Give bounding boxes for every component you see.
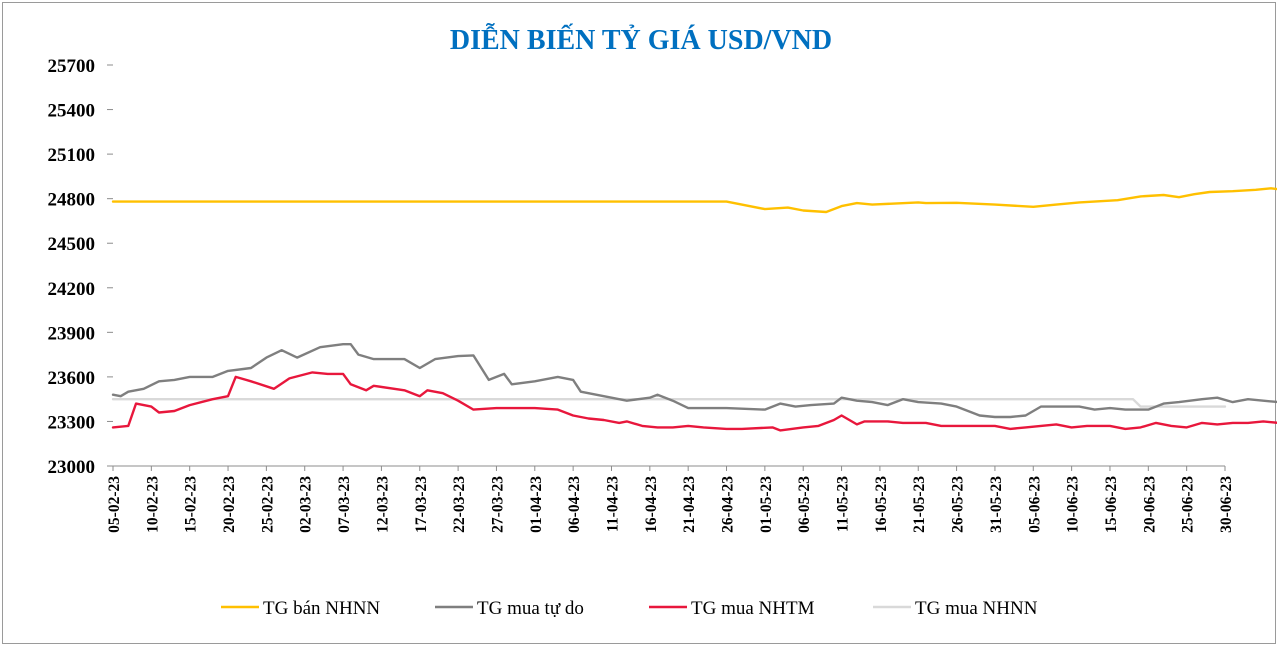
chart: DIỄN BIẾN TỶ GIÁ USD/VND 25700 25400 25100… xyxy=(48,24,1280,619)
x-tick-label: 06-04-23 xyxy=(566,476,583,533)
x-tick-label: 26-04-23 xyxy=(720,476,737,533)
x-tick-label: 16-05-23 xyxy=(873,476,890,533)
x-tick-label: 26-05-23 xyxy=(950,476,967,533)
x-tick-label: 21-04-23 xyxy=(681,476,698,533)
x-tick-label: 02-03-23 xyxy=(298,476,315,533)
x-tick-label: 10-06-23 xyxy=(1065,476,1082,533)
x-tick-label: 10-02-23 xyxy=(144,476,161,533)
series-line-2 xyxy=(111,343,1280,419)
x-tick-label: 31-05-23 xyxy=(988,476,1005,533)
x-tick-label: 05-06-23 xyxy=(1026,476,1043,533)
x-tick-label: 11-05-23 xyxy=(835,476,852,532)
legend: TG bán NHNN TG mua tự do TG mua NHTM TG mua… xyxy=(221,598,1038,619)
series-line-3 xyxy=(111,371,1280,432)
x-tick-label: 07-03-23 xyxy=(336,476,353,533)
y-tick-label: 25100 xyxy=(48,145,96,166)
y-tick-label: 23000 xyxy=(48,457,96,478)
x-tick-label: 11-04-23 xyxy=(604,476,621,532)
x-tick-label: 21-05-23 xyxy=(911,476,928,533)
y-tick-label: 25400 xyxy=(48,101,96,122)
x-tick-label: 01-05-23 xyxy=(758,476,775,533)
y-tick-label: 23900 xyxy=(48,323,96,344)
x-tick-label: 25-06-23 xyxy=(1180,476,1197,533)
y-tick-label: 24800 xyxy=(48,190,96,211)
x-tick-label: 15-02-23 xyxy=(183,476,200,533)
x-tick-label: 06-05-23 xyxy=(796,476,813,533)
x-tick-label: 05-02-23 xyxy=(106,476,123,533)
y-axis-ticks: 25700 25400 25100 24800 24500 24200 23900 23600… xyxy=(48,56,113,478)
x-tick-label: 20-02-23 xyxy=(221,476,238,533)
x-tick-label: 17-03-23 xyxy=(413,476,430,533)
x-tick-label: 30-06-23 xyxy=(1218,476,1235,533)
x-tick-label: 16-04-23 xyxy=(643,476,660,533)
x-tick-label: 01-04-23 xyxy=(528,476,545,533)
series-lines xyxy=(111,187,1280,432)
x-tick-label: 12-03-23 xyxy=(374,476,391,533)
y-tick-label: 24500 xyxy=(48,234,96,255)
x-tick-label: 25-02-23 xyxy=(259,476,276,533)
x-tick-label: 15-06-23 xyxy=(1103,476,1120,533)
x-tick-label: 27-03-23 xyxy=(489,476,506,533)
series-line-1 xyxy=(111,187,1280,214)
x-axis-ticks: 05-02-23 10-02-23 15-02-23 20-02-23 25-02-23… xyxy=(106,466,1235,533)
legend-label-3: TG mua NHTM xyxy=(691,598,815,619)
y-tick-label: 23600 xyxy=(48,368,96,389)
x-tick-label: 20-06-23 xyxy=(1141,476,1158,533)
y-tick-label: 23300 xyxy=(48,412,96,433)
y-tick-label: 25700 xyxy=(48,56,96,77)
y-tick-label: 24200 xyxy=(48,279,96,300)
legend-label-4: TG mua NHNN xyxy=(915,598,1038,619)
x-tick-label: 22-03-23 xyxy=(451,476,468,533)
chart-title: DIỄN BIẾN TỶ GIÁ USD/VND xyxy=(450,24,832,56)
legend-label-2: TG mua tự do xyxy=(477,598,584,619)
legend-label-1: TG bán NHNN xyxy=(263,598,380,619)
